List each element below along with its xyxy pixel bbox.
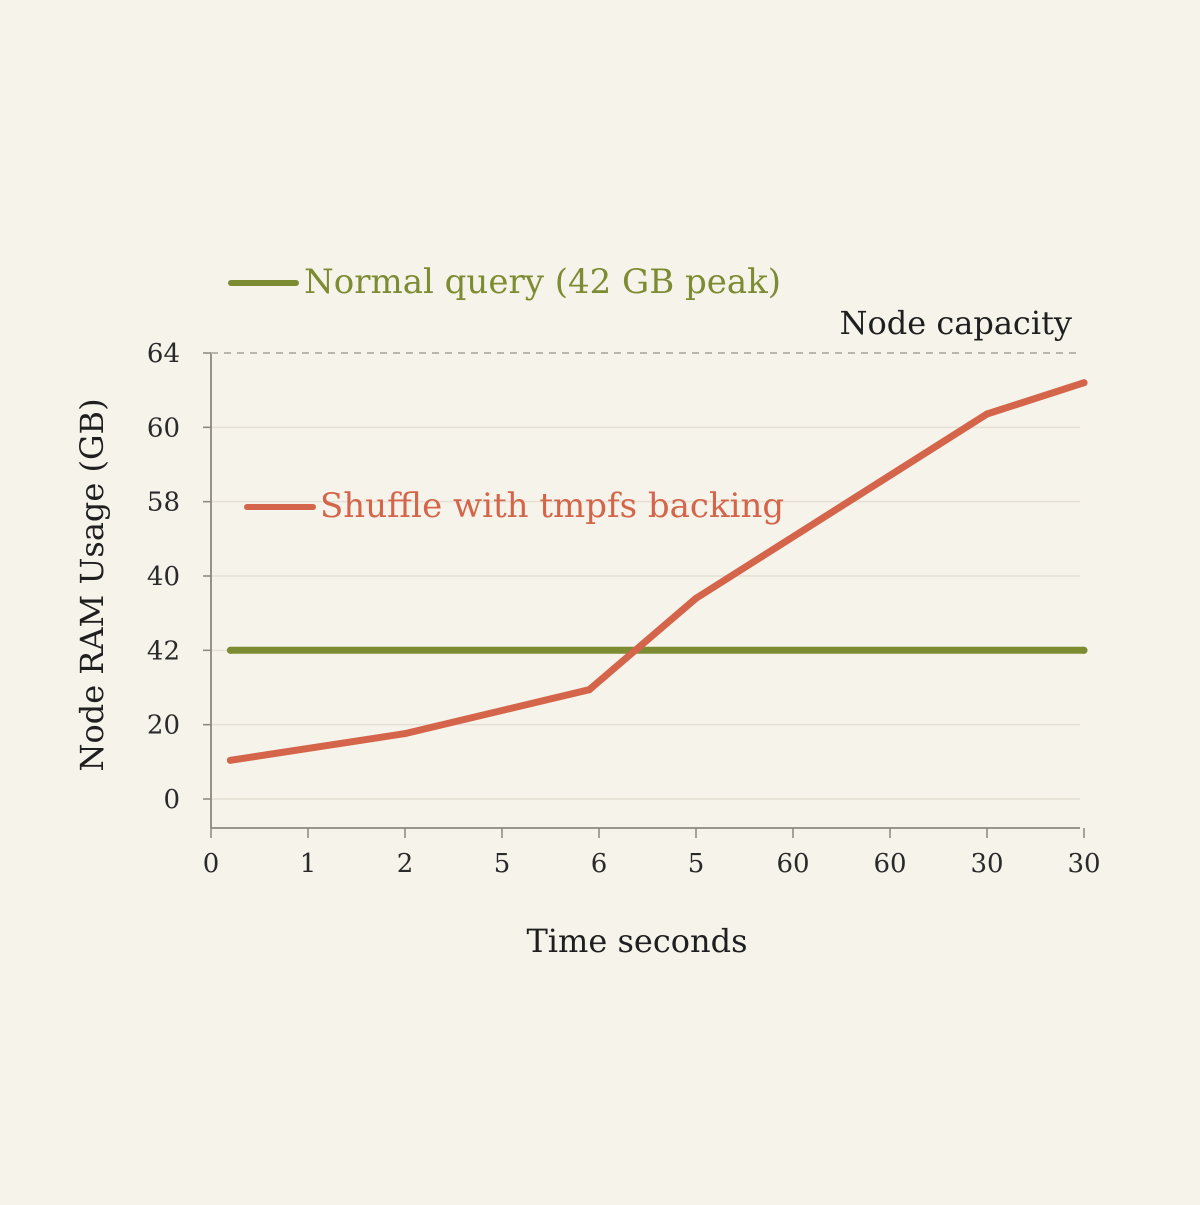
- y-tick-label: 60: [147, 413, 180, 443]
- node-capacity-label: Node capacity: [839, 304, 1072, 342]
- x-tick-label: 5: [494, 849, 511, 879]
- x-tick-label: 60: [873, 849, 906, 879]
- data-point-shuffle-tmpfs: [401, 730, 409, 738]
- x-tick-label: 2: [397, 849, 414, 879]
- data-point-shuffle-tmpfs: [226, 756, 234, 764]
- x-tick-label: 6: [591, 849, 608, 879]
- legend-label-normal-query: Normal query (42 GB peak): [304, 262, 781, 302]
- y-tick-label: 42: [147, 636, 180, 666]
- x-tick-label: 30: [1067, 849, 1100, 879]
- y-tick-label: 0: [163, 785, 180, 815]
- data-point-shuffle-tmpfs: [585, 686, 593, 694]
- x-tick-label: 30: [970, 849, 1003, 879]
- legend-item-normal-query: Normal query (42 GB peak): [228, 262, 781, 302]
- y-tick-label: 64: [147, 339, 180, 369]
- axes: [203, 352, 1085, 838]
- legend-label-shuffle-tmpfs: Shuffle with tmpfs backing: [320, 486, 784, 526]
- y-axis-title: Node RAM Usage (GB): [73, 398, 111, 771]
- y-tick-label: 40: [147, 562, 180, 592]
- x-tick-label: 60: [776, 849, 809, 879]
- x-tick-label: 1: [300, 849, 317, 879]
- tick-labels: 0 20 42 40 58 60 64 0 1 2 5 6 5 60 60 30 30: [147, 339, 1101, 879]
- data-point-normal-query: [1080, 646, 1088, 654]
- x-axis-title: Time seconds: [526, 922, 747, 960]
- data-point-shuffle-tmpfs: [983, 410, 991, 418]
- legend-item-shuffle-tmpfs: Shuffle with tmpfs backing: [244, 486, 784, 526]
- data-point-shuffle-tmpfs: [692, 594, 700, 602]
- x-tick-label: 0: [203, 849, 220, 879]
- y-tick-label: 58: [147, 488, 180, 518]
- y-tick-label: 20: [147, 711, 180, 741]
- data-point-shuffle-tmpfs: [1080, 379, 1088, 387]
- series-lines: [226, 379, 1088, 764]
- x-tick-label: 5: [688, 849, 705, 879]
- series-line-shuffle-tmpfs: [226, 379, 1088, 764]
- data-point-normal-query: [226, 646, 234, 654]
